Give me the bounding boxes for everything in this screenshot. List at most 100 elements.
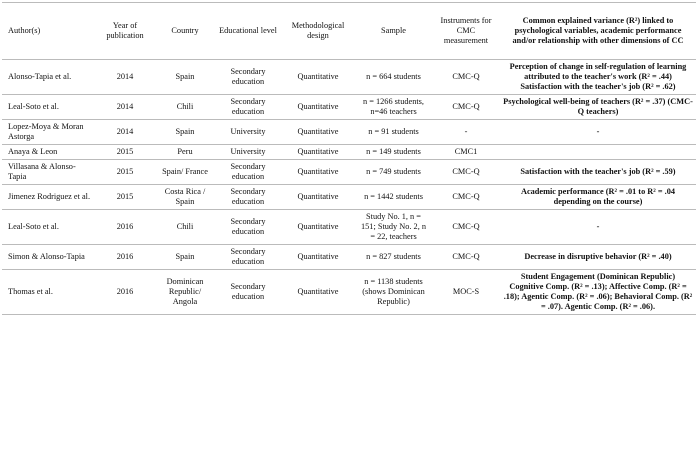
table-cell: Decrease in disruptive behavior (R² = .4…	[500, 244, 696, 270]
table-cell: Secondary education	[215, 59, 281, 95]
table-cell: CMC1	[432, 144, 500, 160]
cell-line: Academic performance (R² = .01 to R² = .…	[520, 187, 676, 206]
table-cell: 2015	[95, 184, 155, 210]
table-cell: n = 827 students	[355, 244, 432, 270]
table-cell: Secondary education	[215, 209, 281, 245]
header-cell: Instruments for CMC measurement	[432, 2, 500, 60]
table-cell: Secondary education	[215, 184, 281, 210]
table-cell: 2014	[95, 94, 155, 120]
table-cell: Simon & Alonso-Tapia	[2, 244, 95, 270]
table-cell: Study No. 1, n = 151; Study No. 2, n = 2…	[355, 209, 432, 245]
table-cell: Quantitative	[281, 119, 355, 145]
table-cell: n = 749 students	[355, 159, 432, 185]
table-cell: CMC-Q	[432, 184, 500, 210]
table-cell: Quantitative	[281, 159, 355, 185]
cell-line: -	[596, 222, 600, 231]
table-cell: Anaya & Leon	[2, 144, 95, 160]
table-cell: Quantitative	[281, 269, 355, 315]
table-cell: Academic performance (R² = .01 to R² = .…	[500, 184, 696, 210]
cell-line: Student Engagement (Dominican Republic)	[520, 272, 676, 281]
header-cell: Common explained variance (R²) linked to…	[500, 2, 696, 60]
empty-cell	[500, 144, 696, 160]
cell-line: Decrease in disruptive behavior (R² = .4…	[524, 252, 672, 261]
table-cell: CMC-Q	[432, 244, 500, 270]
table-cell: n = 1442 students	[355, 184, 432, 210]
table-cell: MOC-S	[432, 269, 500, 315]
table-cell: Secondary education	[215, 244, 281, 270]
table-cell: Quantitative	[281, 184, 355, 210]
table-cell: Psychological well-being of teachers (R²…	[500, 94, 696, 120]
cell-line: Psychological well-being of teachers (R²…	[503, 97, 693, 116]
table-header: Author(s) Year of publication Country Educa…	[2, 2, 696, 60]
table-cell: Jimenez Rodriguez et al.	[2, 184, 95, 210]
table-cell: Secondary education	[215, 159, 281, 185]
table-cell: Quantitative	[281, 244, 355, 270]
table-cell: Chili	[155, 209, 215, 245]
table-row: Simon & Alonso-Tapia 2016 Spain Secondary e…	[2, 244, 696, 270]
table-cell: n = 664 students	[355, 59, 432, 95]
table-cell: -	[432, 119, 500, 145]
table-cell: Alonso-Tapia et al.	[2, 59, 95, 95]
cell-line: Perception of change in self-regulation …	[509, 62, 687, 81]
table-cell: Costa Rica / Spain	[155, 184, 215, 210]
header-cell: Sample	[355, 2, 432, 60]
table-cell: Spain	[155, 59, 215, 95]
table-cell: Secondary education	[215, 269, 281, 315]
header-row: Author(s) Year of publication Country Educa…	[2, 2, 696, 60]
table-cell: -	[500, 119, 696, 145]
table-cell: Quantitative	[281, 59, 355, 95]
table-cell: n = 149 students	[355, 144, 432, 160]
table-cell: 2016	[95, 269, 155, 315]
table-cell: CMC-Q	[432, 209, 500, 245]
table-row: Thomas et al. 2016 Dominican Republic/ Ang…	[2, 269, 696, 315]
table-cell: Leal-Soto et al.	[2, 209, 95, 245]
table-cell: Secondary education	[215, 94, 281, 120]
table-cell: Peru	[155, 144, 215, 160]
table-cell: n = 1266 students, n=46 teachers	[355, 94, 432, 120]
table-cell: n = 91 students	[355, 119, 432, 145]
table-row: Leal-Soto et al. 2016 Chili Secondary educa…	[2, 209, 696, 245]
table-row: Leal-Soto et al. 2014 Chili Secondary educa…	[2, 94, 696, 120]
table-cell: University	[215, 144, 281, 160]
table-cell: Quantitative	[281, 209, 355, 245]
table-cell: Perception of change in self-regulation …	[500, 59, 696, 95]
table-cell: Leal-Soto et al.	[2, 94, 95, 120]
table-cell: Quantitative	[281, 94, 355, 120]
table-cell: CMC-Q	[432, 94, 500, 120]
table-row: Alonso-Tapia et al. 2014 Spain Secondary ed…	[2, 59, 696, 95]
cell-line: Satisfaction with the teacher's job (R² …	[520, 167, 676, 176]
cell-line: -	[596, 127, 600, 136]
header-cell: Educational level	[215, 2, 281, 60]
header-cell: Year of publication	[95, 2, 155, 60]
table-cell: Spain	[155, 119, 215, 145]
studies-table: Author(s) Year of publication Country Educa…	[2, 2, 696, 315]
header-cell: Country	[155, 2, 215, 60]
table-cell: 2016	[95, 209, 155, 245]
table-cell: Lopez-Moya & Moran Astorga	[2, 119, 95, 145]
table-body: Alonso-Tapia et al. 2014 Spain Secondary ed…	[2, 59, 696, 315]
table-cell: Spain	[155, 244, 215, 270]
table-cell: 2016	[95, 244, 155, 270]
table-cell: CMC-Q	[432, 59, 500, 95]
table-row: Jimenez Rodriguez et al. 2015 Costa Rica /…	[2, 184, 696, 210]
table-row: Anaya & Leon 2015 Peru University Quantitati…	[2, 144, 696, 160]
table-cell: Spain/ France	[155, 159, 215, 185]
table-cell: Thomas et al.	[2, 269, 95, 315]
table-cell: 2014	[95, 119, 155, 145]
cell-line: Satisfaction with the teacher's job (R² …	[520, 82, 676, 91]
table-cell: -	[500, 209, 696, 245]
table-cell: 2015	[95, 159, 155, 185]
table-row: Villasana & Alonso-Tapia 2015 Spain/ Franc…	[2, 159, 696, 185]
header-cell: Author(s)	[2, 2, 95, 60]
cell-line: Cognitive Comp. (R² = .13); Affective Co…	[503, 282, 693, 311]
table-cell: Quantitative	[281, 144, 355, 160]
table-cell: Student Engagement (Dominican Republic) C…	[500, 269, 696, 315]
table-cell: 2014	[95, 59, 155, 95]
table-cell: Dominican Republic/ Angola	[155, 269, 215, 315]
table-cell: Villasana & Alonso-Tapia	[2, 159, 95, 185]
table-cell: 2015	[95, 144, 155, 160]
table-cell: n = 1138 students (shows Dominican Repub…	[355, 269, 432, 315]
table-cell: CMC-Q	[432, 159, 500, 185]
header-cell: Methodological design	[281, 2, 355, 60]
